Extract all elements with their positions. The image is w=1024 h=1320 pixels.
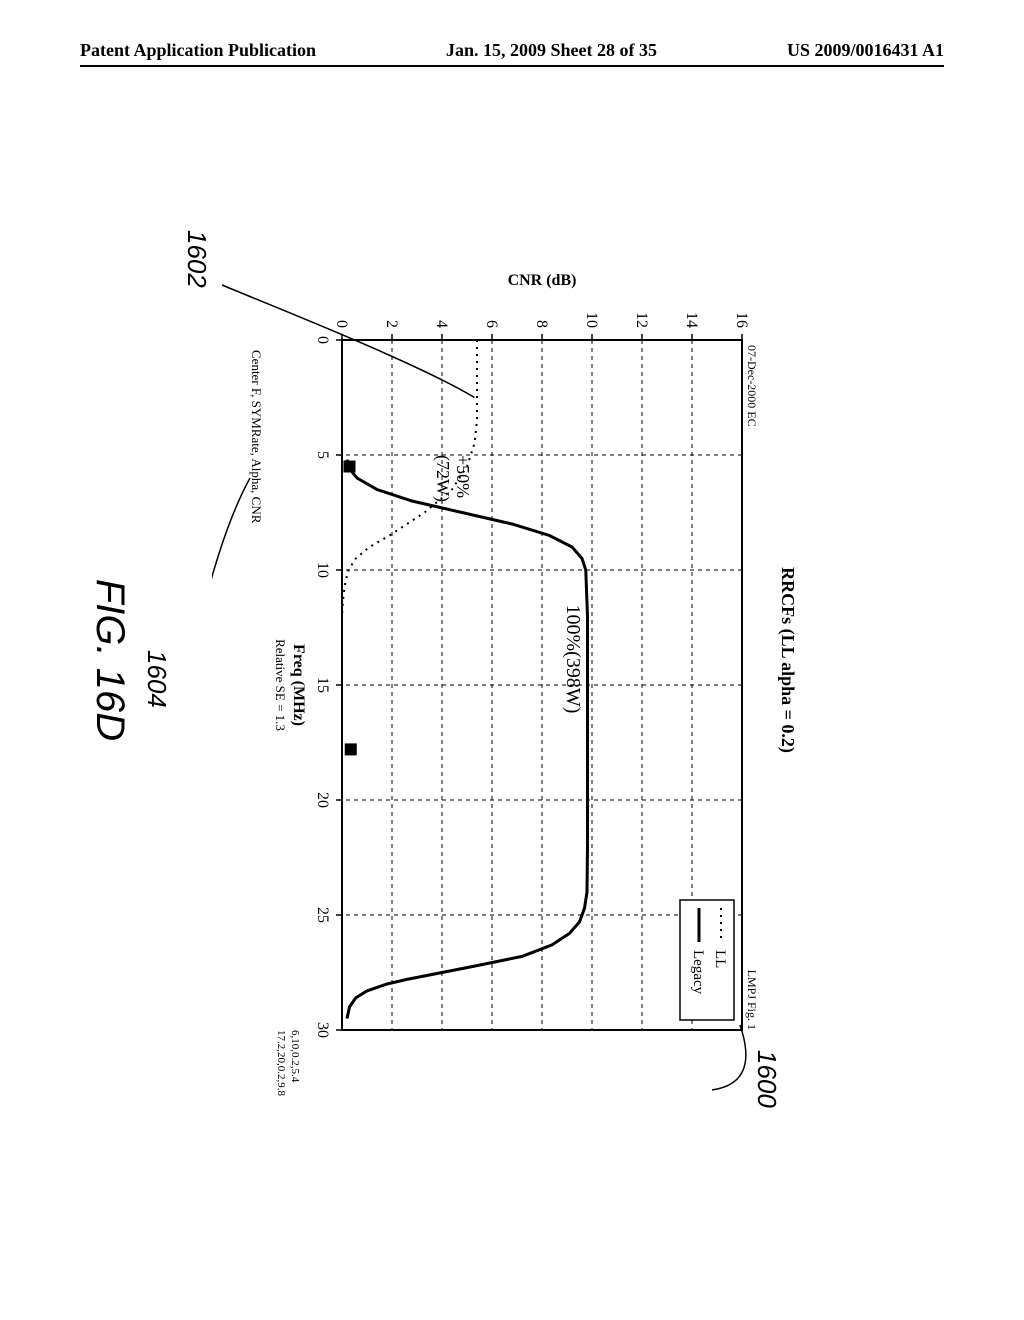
svg-text:100%(398W): 100%(398W) — [562, 605, 584, 714]
svg-text:15: 15 — [314, 677, 331, 693]
callout-1600: 1600 — [751, 1050, 782, 1108]
figure-block: 1600 1602 1604 RRCFs (LL alpha = 0.2)07-… — [212, 220, 812, 1100]
svg-text:6,10,0.2,5.4: 6,10,0.2,5.4 — [289, 1030, 301, 1083]
svg-text:10: 10 — [583, 312, 600, 328]
svg-text:25: 25 — [314, 907, 331, 923]
svg-text:16: 16 — [733, 312, 750, 328]
svg-text:(72W): (72W) — [432, 455, 453, 502]
header-left: Patent Application Publication — [80, 40, 316, 61]
svg-text:10: 10 — [314, 562, 331, 578]
svg-text:6: 6 — [483, 320, 500, 328]
svg-text:5: 5 — [314, 451, 331, 459]
svg-text:8: 8 — [533, 320, 550, 328]
header-center: Jan. 15, 2009 Sheet 28 of 35 — [446, 40, 657, 61]
svg-text:+50%: +50% — [453, 455, 473, 498]
svg-text:0: 0 — [314, 336, 331, 344]
svg-text:07-Dec-2000 EC: 07-Dec-2000 EC — [745, 345, 759, 427]
svg-text:12: 12 — [633, 312, 650, 328]
svg-text:Center F, SYMRate, Alpha, CNR: Center F, SYMRate, Alpha, CNR — [249, 350, 264, 524]
svg-text:RRCFs (LL alpha = 0.2): RRCFs (LL alpha = 0.2) — [777, 567, 798, 753]
svg-text:14: 14 — [683, 312, 700, 328]
svg-text:CNR (dB): CNR (dB) — [508, 272, 577, 289]
chart-svg: RRCFs (LL alpha = 0.2) 07-Dec-2000 EC LMPJ… — [212, 220, 812, 1100]
svg-text:LL: LL — [712, 950, 728, 968]
svg-text:4: 4 — [433, 320, 450, 328]
svg-text:Legacy: Legacy — [690, 950, 706, 995]
svg-text:30: 30 — [314, 1022, 331, 1038]
callout-1604: 1604 — [141, 650, 172, 708]
page-root: Patent Application Publication Jan. 15, … — [0, 0, 1024, 1320]
svg-text:Freq (MHz): Freq (MHz) — [290, 644, 307, 726]
svg-text:2: 2 — [383, 320, 400, 328]
svg-text:17.2,20,0.2,9.8: 17.2,20,0.2,9.8 — [275, 1030, 287, 1097]
callout-1602: 1602 — [181, 230, 212, 288]
page-header: Patent Application Publication Jan. 15, … — [0, 40, 1024, 67]
header-right: US 2009/0016431 A1 — [787, 40, 944, 61]
svg-text:Relative SE = 1.3: Relative SE = 1.3 — [273, 639, 288, 731]
header-rule — [80, 65, 944, 67]
svg-text:0: 0 — [333, 320, 350, 328]
svg-text:20: 20 — [314, 792, 331, 808]
svg-text:LMPJ Fig. 1: LMPJ Fig. 1 — [745, 970, 759, 1030]
figure-caption: FIG. 16D — [87, 579, 132, 741]
